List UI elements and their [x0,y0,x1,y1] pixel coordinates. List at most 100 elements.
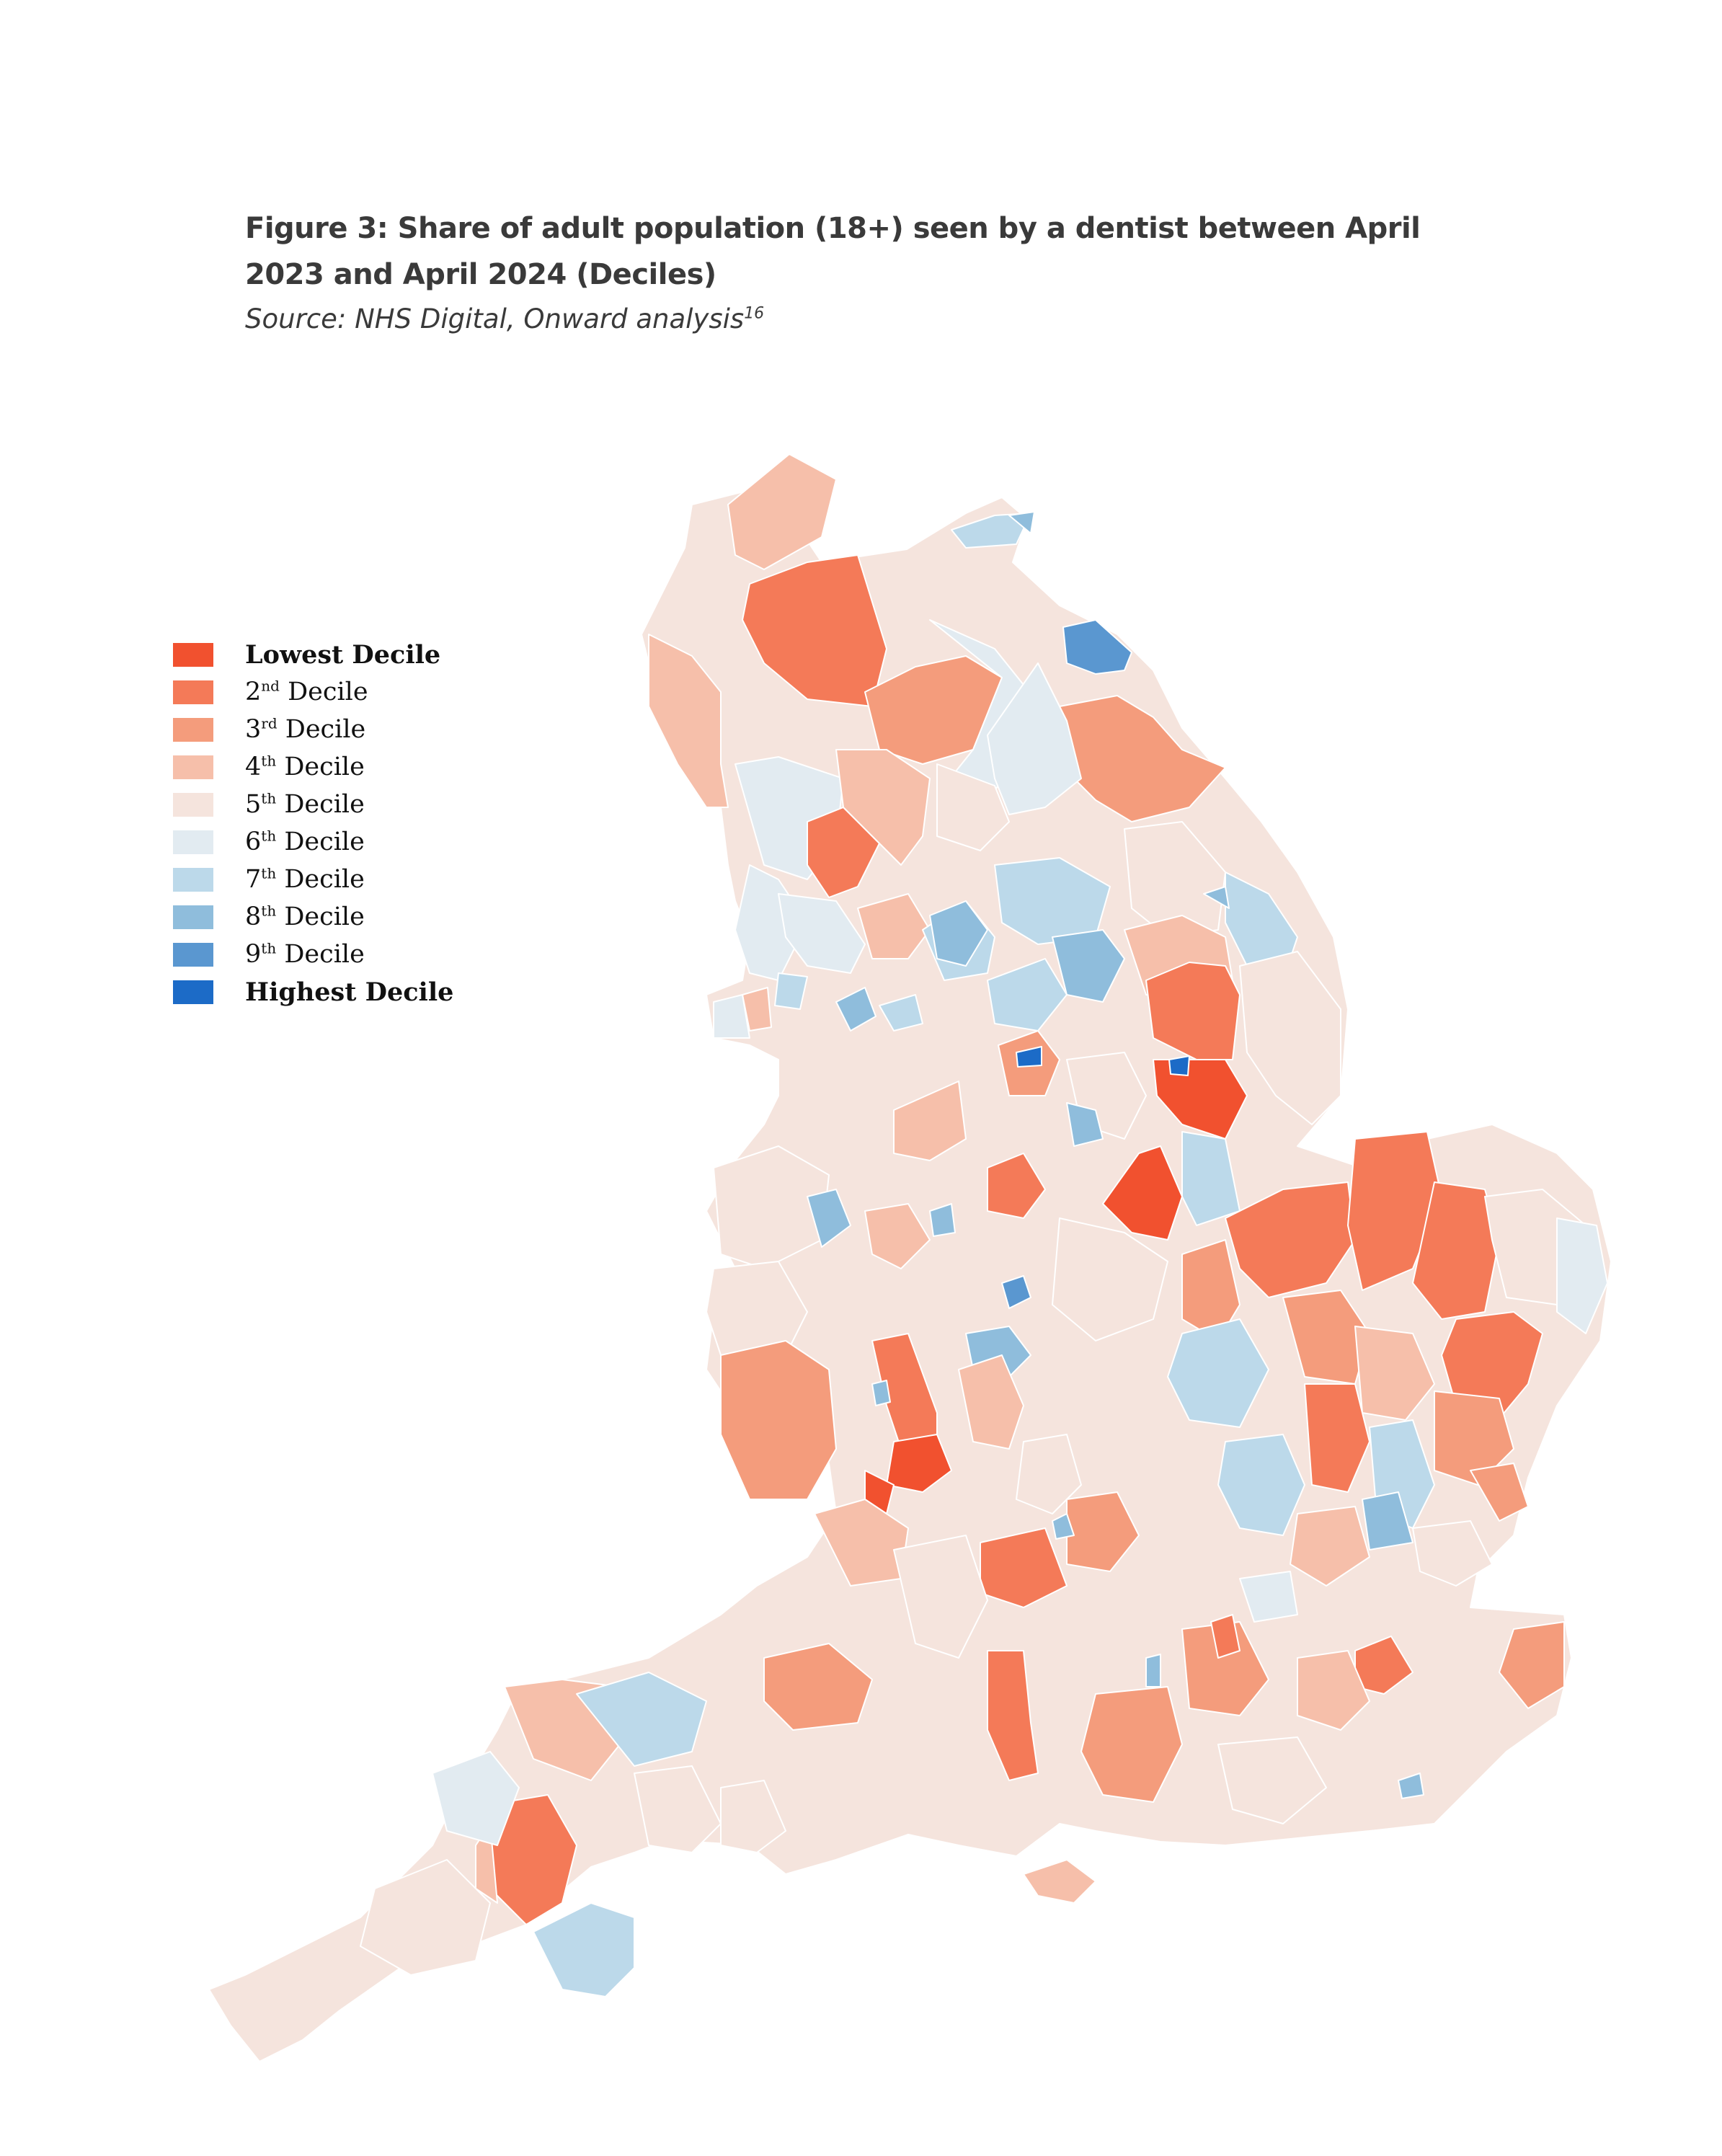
map-region [1412,1520,1493,1587]
map-region [1412,1181,1500,1320]
map-region [835,987,876,1032]
legend-item-lowest: Lowest Decile [173,636,453,673]
map-region [533,1902,635,1997]
map-region [893,1081,967,1161]
legend-swatch [173,942,213,967]
map-region [576,1672,707,1767]
map-region [1347,1131,1442,1291]
map-region [1167,1318,1269,1428]
legend-label: 5th Decile [245,789,365,819]
legend-item-7th: 7th Decile [173,861,453,898]
legend-item-8th: 8th Decile [173,898,453,936]
map-region [720,1340,837,1500]
legend-item-3rd: 3rd Decile [173,711,453,748]
map-region [835,749,931,866]
source-footnote: 16 [744,304,765,323]
map-region [1203,886,1230,909]
legend-swatch [173,717,213,742]
map-region [1124,821,1226,938]
map-region [1398,1773,1424,1799]
map-region [727,453,837,570]
map-region [929,1203,956,1237]
legend-item-6th: 6th Decile [173,823,453,861]
legend-label: 3rd Decile [245,714,366,744]
source-label: Source [245,303,337,334]
map-region [1290,1506,1370,1587]
legend-label: 9th Decile [245,939,365,969]
legend-swatch [173,830,213,854]
map-legend: Lowest Decile 2nd Decile 3rd Decile 4th … [173,636,453,1011]
map-region [1210,1614,1241,1659]
map-region [1052,1513,1075,1540]
legend-item-9th: 9th Decile [173,936,453,973]
legend-label: 6th Decile [245,827,365,856]
legend-item-5th: 5th Decile [173,786,453,823]
map-region [1102,1145,1183,1241]
map-region [1470,1463,1529,1522]
figure-title: Figure 3: Share of adult population (18+… [245,212,1421,291]
map-region [958,1354,1024,1450]
map-region [807,1189,851,1248]
map-region [987,1153,1046,1219]
map-region [857,893,931,959]
legend-swatch [173,680,213,704]
map-region [742,987,772,1032]
map-region [1016,1046,1042,1068]
map-region [987,662,1082,815]
legend-swatch [173,642,213,667]
map-region [713,994,750,1039]
map-region [987,958,1068,1032]
legend-swatch [173,792,213,817]
map-region [432,1751,520,1846]
legend-swatch [173,980,213,1004]
legend-item-highest: Highest Decile [173,973,453,1011]
map-region [879,994,923,1032]
map-region [1181,1131,1241,1226]
map-region [1168,1055,1190,1076]
map-region [1239,951,1341,1125]
map-region [634,1765,722,1853]
map-region [1008,511,1035,534]
map-region [1062,619,1132,675]
map-region [1556,1217,1608,1334]
map-region [1023,1859,1096,1904]
map-region [871,1380,891,1406]
legend-swatch [173,867,213,892]
map-region [1297,1650,1370,1731]
figure-source: Source: NHS Digital, Onward analysis16 [245,301,764,337]
legend-item-4th: 4th Decile [173,748,453,786]
map-region [886,1434,952,1493]
map-region [1001,1275,1031,1309]
map-region [987,1650,1039,1781]
source-text: : NHS Digital, Onward analysis [337,303,745,334]
map-region [936,763,1010,851]
legend-label: Lowest Decile [245,639,441,670]
map-region [1145,962,1241,1060]
map-region [778,893,866,974]
map-region [1066,1102,1104,1147]
map-region [1217,1434,1305,1536]
map-region [1217,1736,1327,1824]
map-region [1362,1491,1413,1551]
legend-label: 7th Decile [245,864,365,894]
map-region [1239,1571,1298,1623]
map-region [951,513,1031,549]
map-region [1052,929,1125,1003]
map-region [893,1535,988,1659]
map-region [720,1780,786,1853]
map-region [1304,1383,1370,1493]
map-region [1052,1217,1168,1341]
map-region [1066,1491,1140,1572]
map-region [1225,1181,1356,1298]
map-region [864,1203,931,1269]
map-region [360,1859,491,1976]
map-region [648,634,729,808]
legend-swatch [173,755,213,779]
legend-swatch [173,905,213,929]
map-region [1354,1326,1435,1421]
legend-label: 2nd Decile [245,677,368,706]
map-region [1499,1621,1565,1709]
legend-item-2nd: 2nd Decile [173,673,453,711]
legend-label: 4th Decile [245,752,365,781]
